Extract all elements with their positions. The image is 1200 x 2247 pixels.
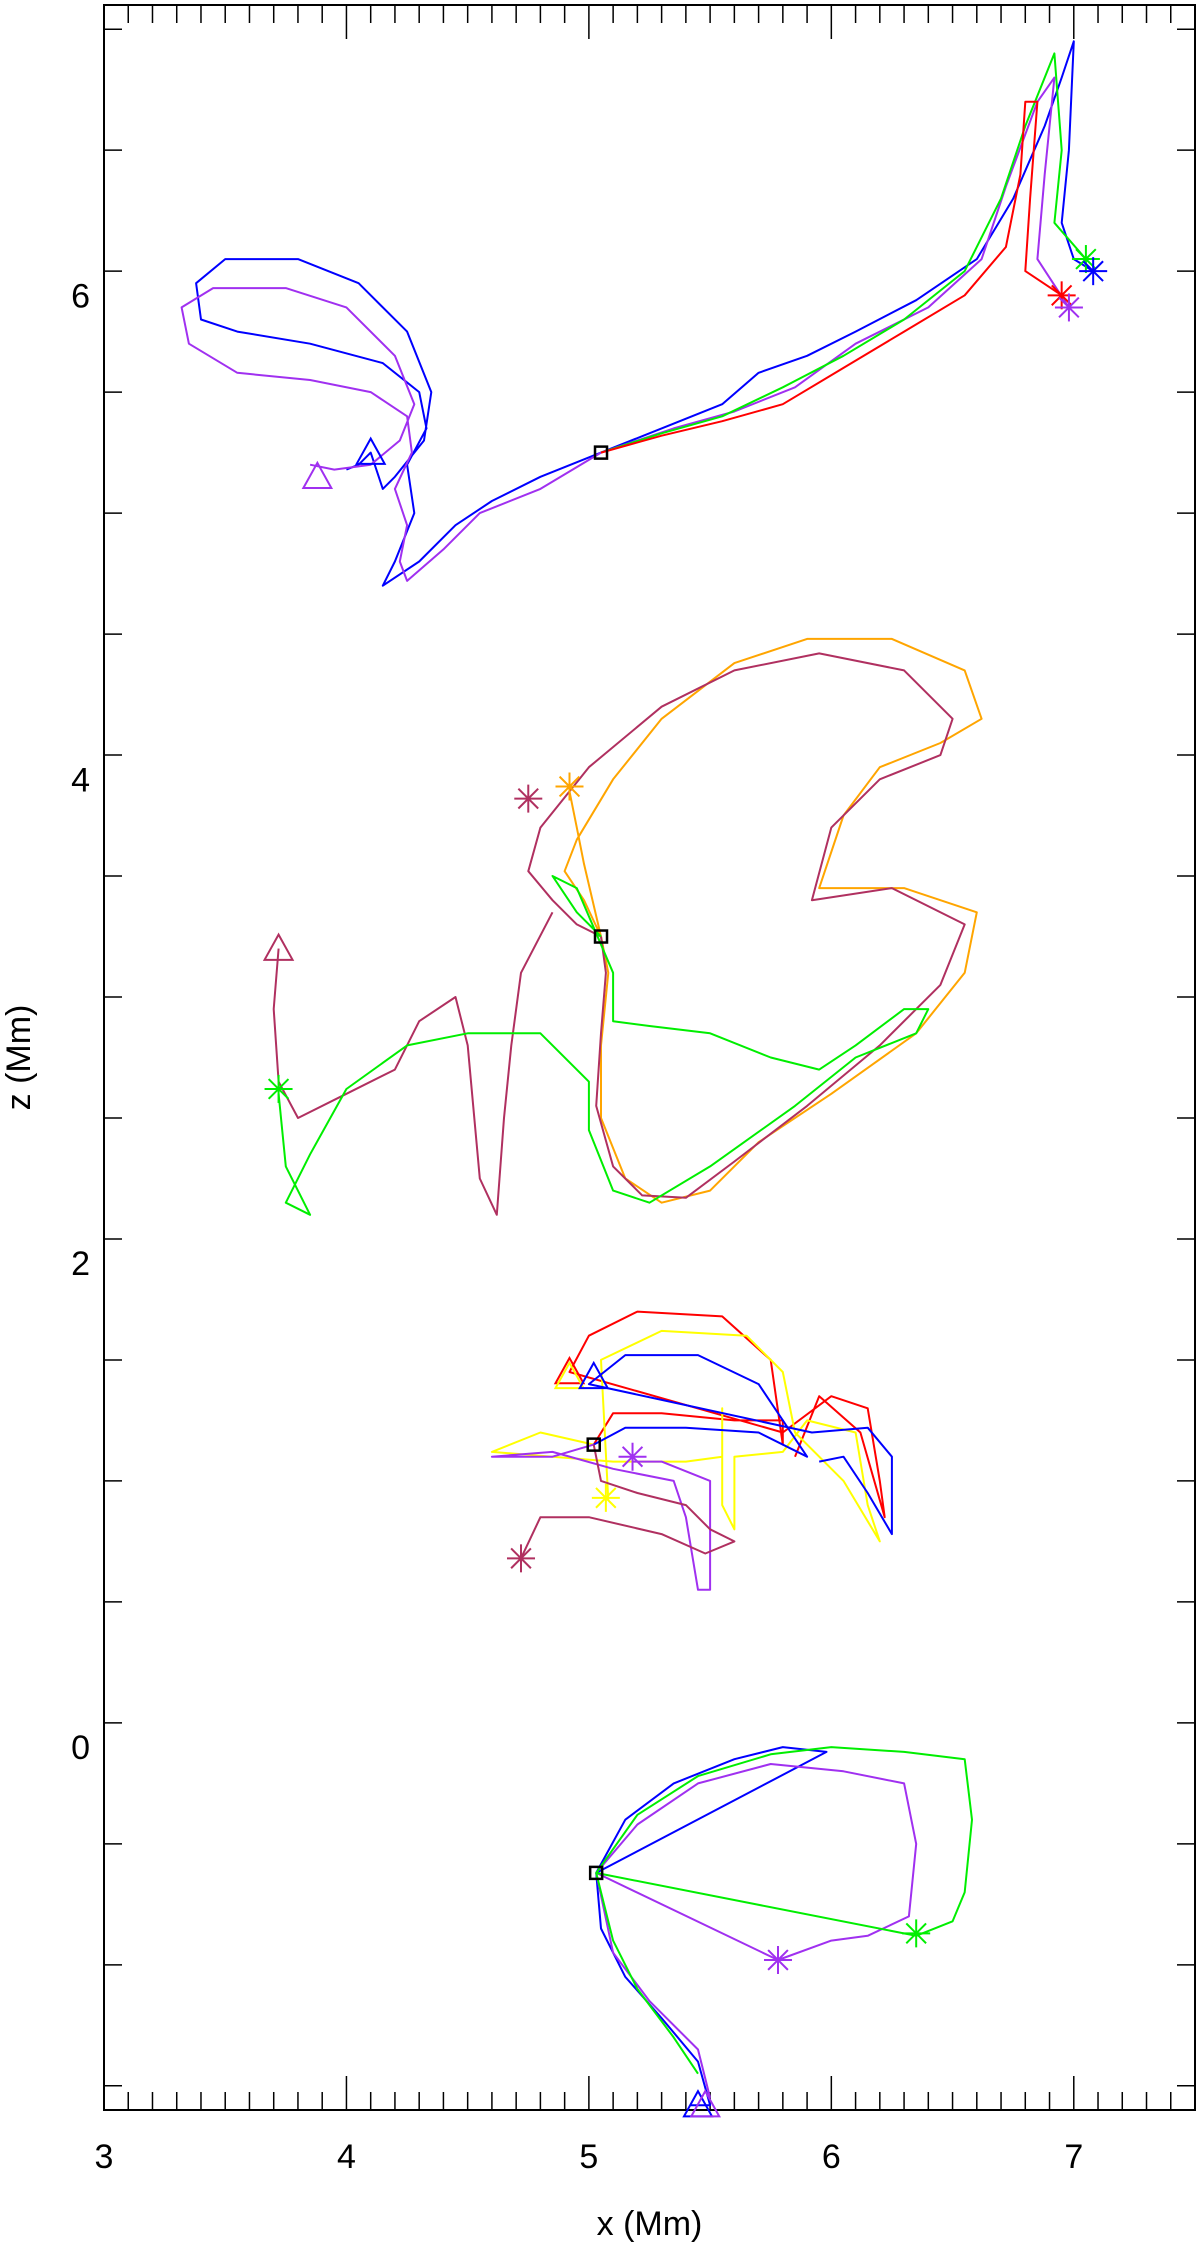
asterisk-marker-purple xyxy=(1054,293,1083,322)
x-tick-label: 4 xyxy=(337,2138,356,2176)
series-line-maroon xyxy=(527,652,966,1199)
series-line-blue xyxy=(600,40,1094,454)
x-axis-title: x (Mm) xyxy=(597,2205,703,2243)
series-line-maroon xyxy=(272,911,554,1216)
triangle-marker-blue xyxy=(354,436,387,465)
asterisk-stroke xyxy=(510,1547,532,1569)
asterisk-stroke xyxy=(1058,296,1080,319)
asterisk-marker-purple xyxy=(618,1442,647,1471)
asterisk-stroke xyxy=(595,1487,617,1509)
series-line-green xyxy=(600,52,1087,454)
asterisk-stroke xyxy=(1082,260,1104,282)
plot-border xyxy=(103,4,1196,2111)
plot-frame xyxy=(103,4,1196,2111)
asterisk-stroke xyxy=(905,1922,927,1944)
marker-layer xyxy=(262,245,1108,2118)
start-point-marker xyxy=(593,445,609,460)
asterisk-stroke xyxy=(558,775,581,798)
asterisk-marker-green xyxy=(264,1074,293,1103)
series-line-orange xyxy=(563,637,983,1204)
asterisk-marker-orange xyxy=(555,772,584,801)
asterisk-stroke xyxy=(517,788,539,810)
asterisk-marker-blue xyxy=(1079,257,1108,286)
series-line-red xyxy=(568,1310,886,1519)
y-tick-label: 6 xyxy=(71,277,90,315)
start-point-marker xyxy=(593,929,609,944)
asterisk-stroke xyxy=(267,1078,290,1100)
y-tick-labels: 0 2 4 6 xyxy=(71,277,90,1767)
series-line-red xyxy=(600,100,1063,454)
series-line-purple xyxy=(490,1443,712,1591)
series-line-yellow xyxy=(490,1329,881,1543)
series-line-blue xyxy=(195,258,602,587)
y-tick-label: 4 xyxy=(71,761,90,799)
y-axis-title: z (Mm) xyxy=(0,1005,38,1111)
asterisk-marker-yellow xyxy=(591,1483,620,1512)
asterisk-marker-maroon xyxy=(514,784,543,813)
asterisk-stroke xyxy=(621,1446,644,1468)
triangle-marker-red xyxy=(553,1355,586,1385)
triangle-marker-maroon xyxy=(262,932,295,961)
start-point-marker xyxy=(588,1865,604,1881)
triangle-marker-purple xyxy=(689,2089,721,2118)
axis-ticks xyxy=(103,5,1196,2110)
x-tick-label: 7 xyxy=(1064,2138,1083,2176)
asterisk-stroke xyxy=(1075,248,1097,270)
start-point-marker xyxy=(586,1437,601,1452)
series-line-purple xyxy=(595,1763,918,2099)
series-layer xyxy=(180,40,1094,2107)
x-tick-label: 5 xyxy=(579,2138,598,2176)
asterisk-stroke xyxy=(1051,284,1073,306)
triangle-marker-purple xyxy=(301,460,334,490)
series-line-green xyxy=(595,1746,973,2075)
series-line-blue xyxy=(595,1746,828,2107)
y-tick-label: 0 xyxy=(71,1729,90,1767)
asterisk-marker-green xyxy=(902,1919,931,1948)
series-line-purple xyxy=(600,76,1070,454)
series-line-maroon xyxy=(520,1444,736,1559)
asterisk-stroke xyxy=(767,1949,789,1971)
triangle-marker-blue xyxy=(578,1360,610,1390)
triangle-marker-yellow xyxy=(553,1360,586,1390)
x-tick-label: 6 xyxy=(822,2138,841,2176)
asterisk-marker-purple xyxy=(763,1945,792,1974)
x-tick-labels: 3 4 5 6 7 xyxy=(95,2138,1084,2176)
x-tick-label: 3 xyxy=(95,2138,114,2176)
y-tick-label: 2 xyxy=(71,1245,90,1283)
series-line-green xyxy=(277,875,930,1216)
series-line-purple xyxy=(180,287,602,582)
series-line-blue xyxy=(587,1354,893,1536)
asterisk-marker-maroon xyxy=(507,1544,536,1573)
